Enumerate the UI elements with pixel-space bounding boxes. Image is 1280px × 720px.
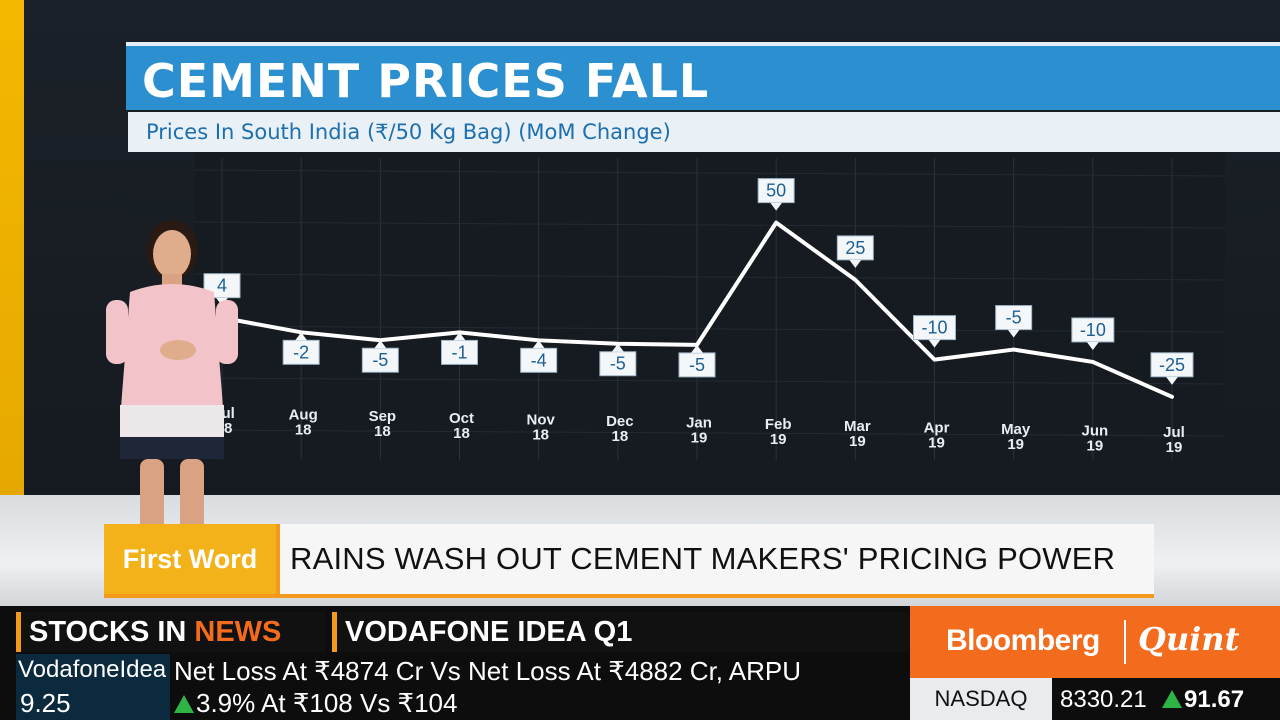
channel-logo: Bloomberg Quint	[910, 606, 1280, 678]
data-label-text: -1	[451, 342, 467, 362]
x-tick-month: Jan	[686, 415, 712, 432]
stock-name: VodafoneIdea	[18, 656, 167, 683]
headline-separator	[276, 524, 280, 594]
market-index-box: NASDAQ 8330.21 91.67	[910, 678, 1280, 720]
chart-title-bar: CEMENT PRICES FALL	[126, 42, 1280, 110]
data-label-text: 25	[845, 238, 865, 258]
story-line-2-text: 3.9% At ₹108 Vs ₹104	[196, 688, 458, 718]
x-tick-month: Apr	[924, 419, 950, 436]
data-label: -25	[1150, 352, 1194, 385]
data-label-text: -5	[689, 355, 705, 375]
data-label: 25	[836, 235, 874, 268]
grid-line-horizontal	[194, 377, 1226, 385]
data-label: -4	[520, 340, 558, 373]
up-arrow-icon	[174, 695, 194, 713]
x-tick-year: 18	[295, 422, 312, 439]
data-label: 50	[757, 178, 795, 211]
chart-panel	[195, 152, 1225, 470]
grid-line-horizontal	[194, 169, 1226, 177]
chart-x-ticks: Jul18Aug18Sep18Oct18Nov18Dec18Jan19Feb19…	[213, 405, 1185, 456]
x-tick-month: Oct	[449, 410, 474, 427]
chart-subtitle: Prices In South India (₹/50 Kg Bag) (MoM…	[146, 120, 671, 144]
grid-line-horizontal	[194, 273, 1226, 281]
logo-separator	[1124, 620, 1126, 664]
data-label-text: -5	[610, 354, 626, 374]
data-label: -1	[441, 332, 478, 365]
x-tick-year: 18	[453, 425, 470, 442]
chart-grid	[194, 158, 1226, 460]
x-tick-month: Nov	[526, 411, 555, 428]
data-label: -5	[678, 344, 716, 378]
data-label: -10	[913, 315, 956, 348]
x-tick-year: 18	[532, 426, 549, 443]
data-label-text: 4	[217, 276, 227, 296]
index-value: 8330.21	[1060, 686, 1147, 713]
x-tick-year: 19	[928, 434, 945, 451]
data-label-text: -25	[1159, 355, 1185, 375]
x-tick-year: 18	[374, 423, 391, 440]
data-label-text: -4	[531, 350, 547, 370]
story-line-2: 3.9% At ₹108 Vs ₹104	[174, 688, 457, 719]
x-tick-month: Sep	[369, 408, 397, 425]
x-tick-year: 19	[1086, 438, 1103, 455]
data-label-text: -10	[921, 318, 947, 338]
data-label: -5	[599, 343, 637, 377]
x-tick-month: Jun	[1081, 423, 1108, 440]
stock-price: 9.25	[20, 688, 71, 718]
yellow-wall-strip	[0, 0, 24, 500]
x-tick-month: Jul	[1163, 424, 1185, 441]
grid-line-horizontal	[194, 325, 1226, 333]
story-line-1: Net Loss At ₹4874 Cr Vs Net Loss At ₹488…	[174, 656, 802, 686]
x-tick-year: 19	[691, 430, 708, 447]
chart-data-labels: 4 -2 -5 -1 -4 -5 -5 50 25 -10 -5 -10 -25	[203, 178, 1194, 385]
x-tick-month: Aug	[289, 407, 318, 424]
data-label: -10	[1071, 317, 1115, 350]
chart-title: CEMENT PRICES FALL	[142, 54, 710, 108]
x-tick-year: 19	[849, 433, 866, 450]
data-label: -5	[995, 305, 1033, 338]
logo-bloomberg: Bloomberg	[946, 624, 1100, 657]
x-tick-year: 19	[1007, 436, 1024, 453]
x-tick-year: 18	[611, 428, 628, 445]
index-change: 91.67	[1162, 686, 1244, 714]
data-label-text: -5	[372, 350, 388, 370]
stocks-in-news-label: STOCKS IN NEWS	[16, 612, 326, 652]
index-name: NASDAQ	[910, 678, 1052, 720]
x-tick-month: Feb	[765, 416, 792, 433]
stocks-in-text: STOCKS IN	[29, 615, 187, 648]
story-title: VODAFONE IDEA Q1	[332, 612, 910, 652]
grid-line-horizontal	[194, 429, 1226, 437]
data-label: -5	[361, 340, 399, 373]
x-tick-month: Dec	[606, 413, 634, 430]
data-label: -2	[282, 332, 320, 365]
first-word-tag: First Word	[104, 524, 276, 594]
news-ticker: STOCKS IN NEWS VODAFONE IDEA Q1 VodafoneI…	[0, 606, 1280, 720]
chart-subtitle-bar: Prices In South India (₹/50 Kg Bag) (MoM…	[128, 112, 1280, 152]
data-label-text: 50	[766, 181, 786, 201]
data-label-text: -10	[1080, 320, 1106, 340]
index-up-arrow-icon	[1162, 690, 1182, 708]
x-tick-year: 19	[770, 431, 787, 448]
presenter-figure	[106, 220, 238, 579]
stock-quote-box: VodafoneIdea 9.25	[16, 654, 170, 720]
headline-strap: First Word RAINS WASH OUT CEMENT MAKERS'…	[104, 524, 1154, 598]
headline-text: RAINS WASH OUT CEMENT MAKERS' PRICING PO…	[290, 541, 1116, 576]
x-tick-month: May	[1001, 421, 1031, 438]
grid-line-horizontal	[194, 221, 1226, 229]
index-change-value: 91.67	[1184, 686, 1245, 713]
logo-quint: Quint	[1138, 620, 1240, 658]
news-accent-text: NEWS	[194, 615, 282, 648]
x-tick-month: Mar	[844, 418, 871, 435]
data-label-text: -2	[293, 342, 309, 362]
x-tick-year: 19	[1166, 439, 1183, 456]
data-label-text: -5	[1006, 308, 1022, 328]
